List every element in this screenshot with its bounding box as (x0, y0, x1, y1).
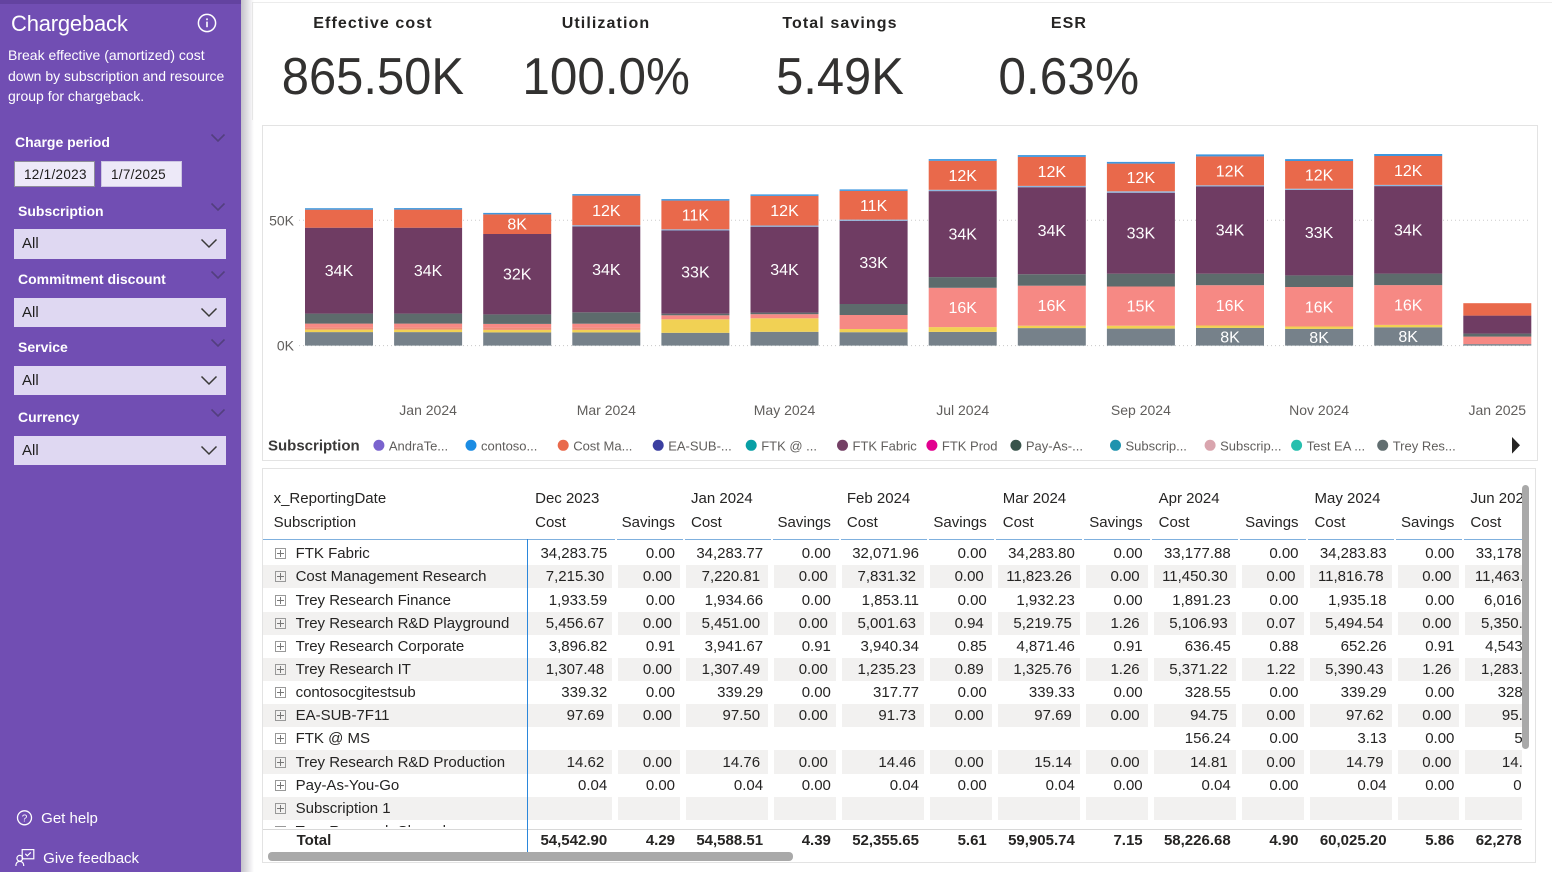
svg-text:34K: 34K (413, 263, 442, 280)
svg-text:Subscrip...: Subscrip... (1125, 438, 1186, 453)
svg-text:12K: 12K (1037, 164, 1066, 181)
svg-text:12K: 12K (1215, 163, 1244, 180)
svg-text:33K: 33K (681, 264, 710, 281)
svg-text:FTK Fabric: FTK Fabric (852, 438, 917, 453)
svg-text:contoso...: contoso... (481, 438, 537, 453)
svg-text:11K: 11K (860, 197, 888, 214)
svg-text:FTK @ ...: FTK @ ... (761, 438, 817, 453)
svg-text:34K: 34K (324, 263, 353, 280)
svg-text:12K: 12K (770, 203, 799, 220)
svg-text:Pay-As-...: Pay-As-... (1025, 438, 1082, 453)
svg-text:34K: 34K (770, 262, 799, 279)
svg-text:Subscrip...: Subscrip... (1220, 438, 1281, 453)
svg-text:Cost Ma...: Cost Ma... (573, 438, 632, 453)
svg-text:8K: 8K (1220, 329, 1240, 346)
svg-text:12K: 12K (1126, 170, 1155, 187)
svg-text:FTK Prod: FTK Prod (941, 438, 997, 453)
svg-text:8K: 8K (507, 216, 527, 233)
svg-text:33K: 33K (859, 255, 888, 272)
svg-text:50K: 50K (269, 212, 295, 228)
svg-text:16K: 16K (948, 300, 977, 317)
svg-text:34K: 34K (592, 262, 621, 279)
svg-text:0K: 0K (276, 337, 294, 353)
svg-text:8K: 8K (1309, 329, 1329, 346)
svg-text:34K: 34K (1215, 222, 1244, 239)
svg-text:34K: 34K (1037, 223, 1066, 240)
svg-text:8K: 8K (1398, 329, 1418, 346)
svg-text:Trey Res...: Trey Res... (1392, 438, 1455, 453)
svg-text:Jan 2025: Jan 2025 (1468, 402, 1526, 418)
svg-text:Sep 2024: Sep 2024 (1111, 402, 1171, 418)
svg-text:15K: 15K (1126, 298, 1155, 315)
svg-text:AndraTe...: AndraTe... (388, 438, 447, 453)
svg-text:32K: 32K (503, 266, 532, 283)
svg-text:12K: 12K (948, 167, 977, 184)
svg-text:Jul 2024: Jul 2024 (936, 402, 989, 418)
svg-text:Mar 2024: Mar 2024 (576, 402, 635, 418)
svg-text:May 2024: May 2024 (753, 402, 815, 418)
svg-text:16K: 16K (1304, 299, 1333, 316)
svg-text:34K: 34K (1394, 222, 1423, 239)
svg-text:16K: 16K (1394, 297, 1423, 314)
svg-text:EA-SUB-...: EA-SUB-... (668, 438, 732, 453)
svg-text:Test EA ...: Test EA ... (1306, 438, 1365, 453)
svg-text:16K: 16K (1215, 298, 1244, 315)
svg-text:12K: 12K (1394, 163, 1423, 180)
svg-text:33K: 33K (1126, 225, 1155, 242)
svg-text:11K: 11K (681, 207, 709, 224)
svg-text:?: ? (22, 813, 28, 824)
svg-text:34K: 34K (948, 226, 977, 243)
svg-text:Jan 2024: Jan 2024 (399, 402, 457, 418)
svg-text:12K: 12K (1304, 167, 1333, 184)
svg-text:33K: 33K (1304, 225, 1333, 242)
svg-text:Subscription: Subscription (268, 437, 360, 454)
svg-text:Nov 2024: Nov 2024 (1289, 402, 1349, 418)
svg-text:12K: 12K (592, 203, 621, 220)
svg-text:16K: 16K (1037, 298, 1066, 315)
